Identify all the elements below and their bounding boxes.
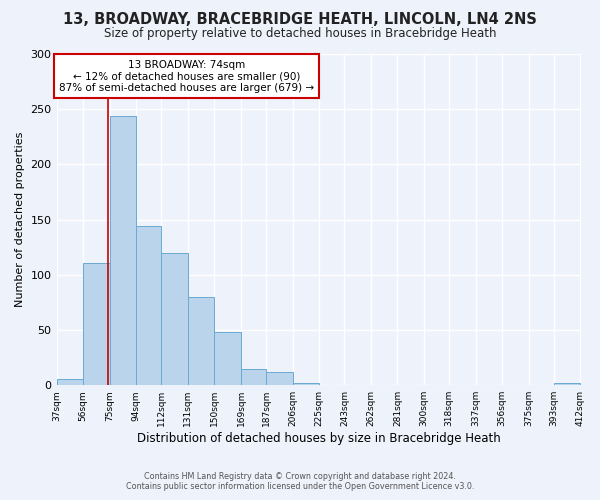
Text: Contains HM Land Registry data © Crown copyright and database right 2024.
Contai: Contains HM Land Registry data © Crown c… <box>126 472 474 491</box>
Bar <box>266 372 293 385</box>
Bar <box>110 116 136 385</box>
Bar <box>56 378 83 385</box>
Bar <box>214 332 241 385</box>
Bar <box>161 252 188 385</box>
Bar <box>188 297 214 385</box>
Bar <box>136 226 161 385</box>
Y-axis label: Number of detached properties: Number of detached properties <box>15 132 25 308</box>
X-axis label: Distribution of detached houses by size in Bracebridge Heath: Distribution of detached houses by size … <box>137 432 500 445</box>
Bar <box>83 262 110 385</box>
Bar <box>554 383 580 385</box>
Bar <box>293 383 319 385</box>
Text: Size of property relative to detached houses in Bracebridge Heath: Size of property relative to detached ho… <box>104 28 496 40</box>
Text: 13, BROADWAY, BRACEBRIDGE HEATH, LINCOLN, LN4 2NS: 13, BROADWAY, BRACEBRIDGE HEATH, LINCOLN… <box>63 12 537 28</box>
Text: 13 BROADWAY: 74sqm
← 12% of detached houses are smaller (90)
87% of semi-detache: 13 BROADWAY: 74sqm ← 12% of detached hou… <box>59 60 314 92</box>
Bar <box>241 368 266 385</box>
